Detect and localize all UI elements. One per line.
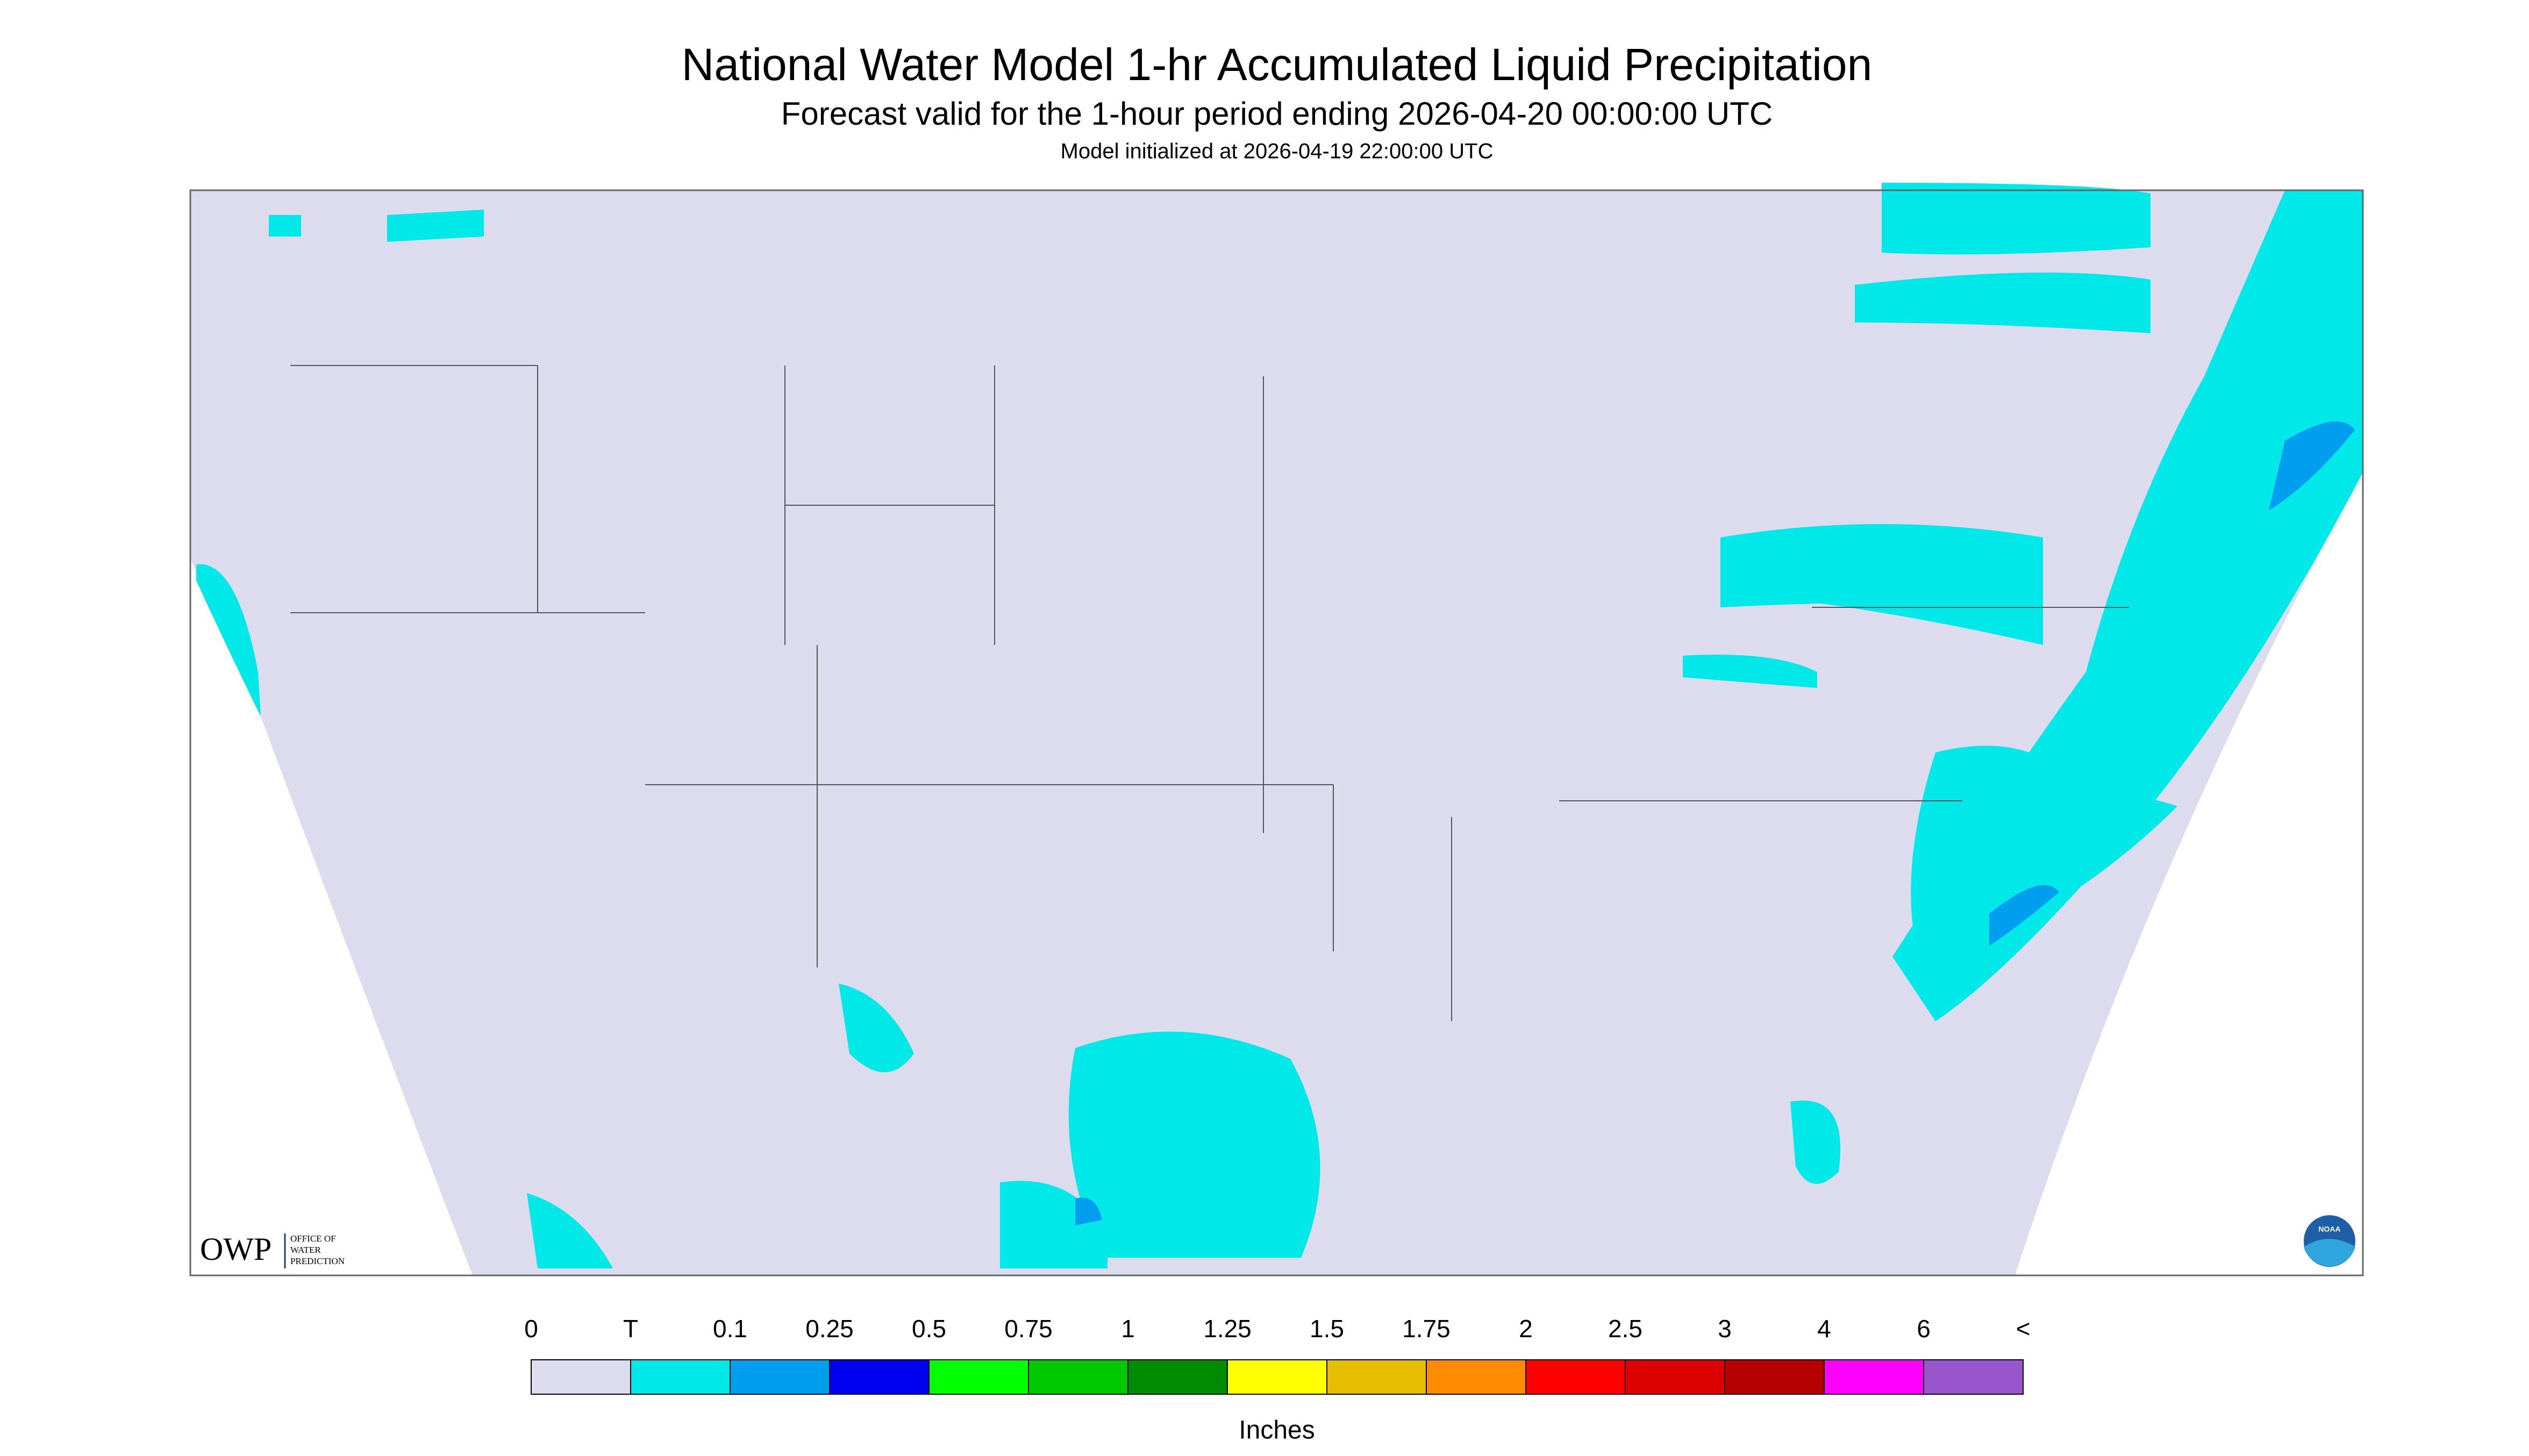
owp-logo-text: OWP: [200, 1231, 272, 1267]
legend-label: 2.5: [1608, 1315, 1642, 1343]
legend-swatch: [1724, 1359, 1825, 1395]
legend-label: 0.25: [805, 1315, 854, 1343]
legend-label: 1.5: [1310, 1315, 1344, 1343]
owp-logo-line: PREDICTION: [290, 1256, 345, 1266]
owp-logo: OWP OFFICE OF WATER PREDICTION: [200, 1231, 345, 1268]
legend-swatch: [730, 1359, 830, 1395]
legend-swatch: [1923, 1359, 2024, 1395]
legend-swatch: [1227, 1359, 1327, 1395]
legend: Inches 0 T 0.1 0.25 0.5 0.75 1 1.25 1.5 1.75 2 2.5 3…: [524, 1315, 2030, 1445]
legend-swatch: [829, 1359, 930, 1395]
legend-label: T: [623, 1315, 638, 1343]
precip-light: [196, 183, 2363, 1268]
legend-units: Inches: [1239, 1416, 1314, 1445]
legend-label: 0.1: [713, 1315, 747, 1343]
legend-label: <: [2016, 1315, 2031, 1343]
legend-label: 0: [524, 1315, 538, 1343]
map: OWP OFFICE OF WATER PREDICTION NOAA: [189, 183, 2364, 1276]
legend-swatch: [928, 1359, 1029, 1395]
legend-swatch: [1426, 1359, 1526, 1395]
legend-swatch: [630, 1359, 731, 1395]
legend-label: 0.5: [912, 1315, 946, 1343]
legend-swatch: [1625, 1359, 1725, 1395]
subtitle: Forecast valid for the 1-hour period end…: [781, 96, 1773, 132]
legend-label: 0.75: [1004, 1315, 1053, 1343]
legend-label: 1.75: [1402, 1315, 1451, 1343]
legend-label: 1.25: [1203, 1315, 1252, 1343]
owp-logo-line: WATER: [290, 1245, 321, 1255]
legend-swatch: [1525, 1359, 1626, 1395]
legend-swatch: [1028, 1359, 1128, 1395]
state-borders: [290, 365, 2129, 1021]
legend-label: 2: [1519, 1315, 1533, 1343]
legend-label: 6: [1917, 1315, 1931, 1343]
owp-logo-line: OFFICE OF: [290, 1233, 336, 1244]
init-note: Model initialized at 2026-04-19 22:00:00…: [1061, 140, 1494, 163]
model-domain: [190, 190, 2363, 1275]
legend-swatch: [1824, 1359, 1924, 1395]
map-border: [189, 189, 2364, 1276]
legend-label: 1: [1121, 1315, 1135, 1343]
title: National Water Model 1-hr Accumulated Li…: [682, 39, 1873, 90]
legend-swatch: [1127, 1359, 1228, 1395]
legend-label: 4: [1817, 1315, 1831, 1343]
noaa-logo: NOAA: [2302, 1213, 2357, 1269]
legend-swatch: [531, 1359, 631, 1395]
noaa-logo-text: NOAA: [2318, 1225, 2340, 1233]
precip-moderate: [1075, 421, 2355, 1225]
legend-swatch: [1326, 1359, 1427, 1395]
legend-label: 3: [1718, 1315, 1732, 1343]
